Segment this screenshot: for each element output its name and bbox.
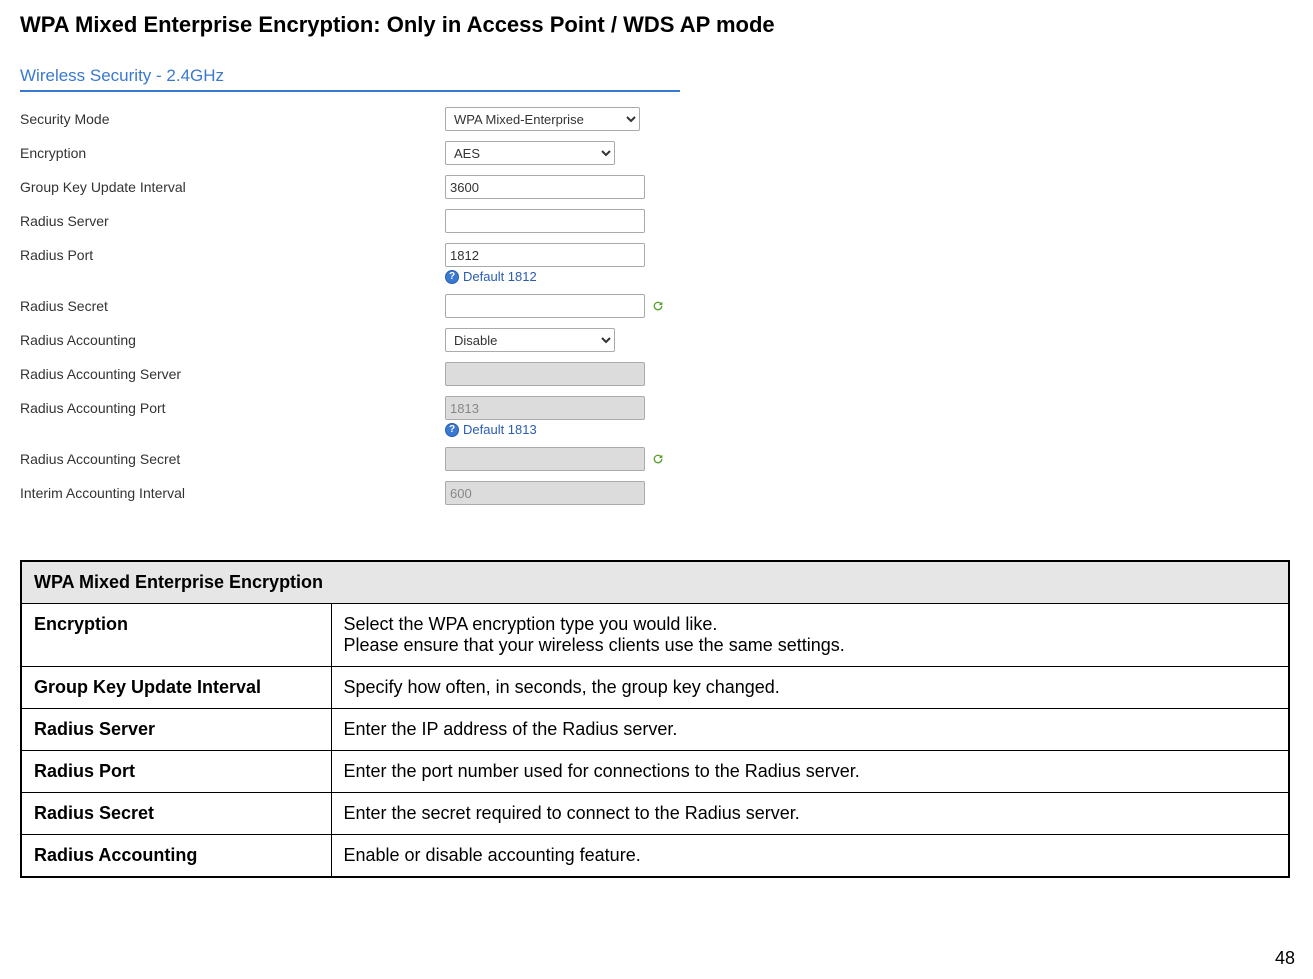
refresh-icon[interactable] (651, 299, 665, 313)
table-key: Radius Port (21, 751, 331, 793)
label-radius-secret: Radius Secret (20, 294, 445, 314)
form-row-radius-acct-server: Radius Accounting Server (20, 357, 680, 391)
label-radius-port: Radius Port (20, 243, 445, 263)
label-encryption: Encryption (20, 141, 445, 161)
page-title: WPA Mixed Enterprise Encryption: Only in… (20, 12, 1293, 38)
refresh-icon[interactable] (651, 452, 665, 466)
help-icon: ? (445, 270, 459, 284)
help-icon: ? (445, 423, 459, 437)
select-security-mode[interactable]: WPA Mixed-Enterprise (445, 107, 640, 131)
table-value: Enter the secret required to connect to … (331, 793, 1289, 835)
input-radius-port[interactable] (445, 243, 645, 267)
table-key: Radius Server (21, 709, 331, 751)
table-value: Enable or disable accounting feature. (331, 835, 1289, 878)
table-key: Radius Secret (21, 793, 331, 835)
panel-rule (20, 90, 680, 92)
page-number: 48 (1275, 948, 1295, 969)
form-row-radius-server: Radius Server (20, 204, 680, 238)
form-row-radius-acct-port: Radius Accounting Port? Default 1813 (20, 391, 680, 442)
panel-title: Wireless Security - 2.4GHz (20, 66, 680, 86)
table-row: Radius AccountingEnable or disable accou… (21, 835, 1289, 878)
select-radius-accounting[interactable]: Disable (445, 328, 615, 352)
form-row-interim-interval: Interim Accounting Interval (20, 476, 680, 510)
label-radius-acct-server: Radius Accounting Server (20, 362, 445, 382)
input-radius-acct-port (445, 396, 645, 420)
table-value: Select the WPA encryption type you would… (331, 604, 1289, 667)
description-table: WPA Mixed Enterprise Encryption Encrypti… (20, 560, 1290, 878)
form-row-radius-secret: Radius Secret (20, 289, 680, 323)
hint-text: Default 1813 (463, 422, 537, 437)
label-radius-accounting: Radius Accounting (20, 328, 445, 348)
input-radius-server[interactable] (445, 209, 645, 233)
label-radius-server: Radius Server (20, 209, 445, 229)
label-security-mode: Security Mode (20, 107, 445, 127)
label-radius-acct-port: Radius Accounting Port (20, 396, 445, 416)
input-interim-interval (445, 481, 645, 505)
table-key: Group Key Update Interval (21, 667, 331, 709)
table-value: Specify how often, in seconds, the group… (331, 667, 1289, 709)
table-row: Radius ServerEnter the IP address of the… (21, 709, 1289, 751)
table-value: Enter the IP address of the Radius serve… (331, 709, 1289, 751)
form-row-radius-acct-secret: Radius Accounting Secret (20, 442, 680, 476)
form-row-radius-port: Radius Port? Default 1812 (20, 238, 680, 289)
table-key: Encryption (21, 604, 331, 667)
form-row-radius-accounting: Radius AccountingDisable (20, 323, 680, 357)
input-radius-acct-server (445, 362, 645, 386)
table-header: WPA Mixed Enterprise Encryption (21, 561, 1289, 604)
form-row-group-key: Group Key Update Interval (20, 170, 680, 204)
input-group-key[interactable] (445, 175, 645, 199)
table-row: Radius PortEnter the port number used fo… (21, 751, 1289, 793)
select-encryption[interactable]: AES (445, 141, 615, 165)
form-row-encryption: EncryptionAES (20, 136, 680, 170)
label-group-key: Group Key Update Interval (20, 175, 445, 195)
input-radius-acct-secret (445, 447, 645, 471)
input-radius-secret[interactable] (445, 294, 645, 318)
form-row-security-mode: Security ModeWPA Mixed-Enterprise (20, 102, 680, 136)
hint-radius-port: ? Default 1812 (445, 269, 680, 284)
table-row: EncryptionSelect the WPA encryption type… (21, 604, 1289, 667)
wireless-security-panel: Wireless Security - 2.4GHz Security Mode… (20, 66, 680, 510)
label-interim-interval: Interim Accounting Interval (20, 481, 445, 501)
hint-radius-acct-port: ? Default 1813 (445, 422, 680, 437)
table-row: Radius SecretEnter the secret required t… (21, 793, 1289, 835)
table-value: Enter the port number used for connectio… (331, 751, 1289, 793)
hint-text: Default 1812 (463, 269, 537, 284)
label-radius-acct-secret: Radius Accounting Secret (20, 447, 445, 467)
table-key: Radius Accounting (21, 835, 331, 878)
table-row: Group Key Update IntervalSpecify how oft… (21, 667, 1289, 709)
